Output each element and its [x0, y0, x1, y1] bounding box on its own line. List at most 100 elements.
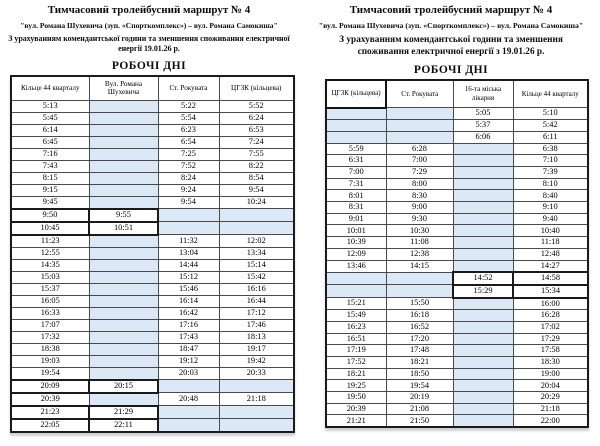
time-cell: 6:23 — [157, 123, 220, 137]
table-row: 11:23 11:32 12:02 — [10, 234, 295, 248]
no-service-cell — [325, 271, 387, 286]
no-service-cell — [88, 392, 159, 407]
time-cell: 8:31 — [325, 201, 387, 214]
table-row: 8:31 9:00 9:10 — [325, 201, 589, 214]
time-cell: 16:18 — [385, 309, 454, 322]
time-cell: 9:00 — [385, 201, 454, 214]
time-cell: 8:22 — [218, 159, 295, 173]
time-cell: 6:28 — [385, 142, 454, 156]
time-cell: 5:22 — [157, 99, 220, 113]
timetable-header: ЦГЗК (кільцева) Ст. Рокувата 16-та міська … — [325, 78, 589, 109]
no-service-cell — [325, 284, 387, 299]
time-cell: 12:55 — [10, 246, 90, 260]
no-service-cell — [452, 212, 514, 226]
time-cell: 15:12 — [157, 270, 220, 284]
timetable-outbound: Кільце 44 кварталу Вул. Романа Шухевича Ст… — [10, 74, 295, 433]
table-row: 9:50 9:55 — [10, 207, 295, 223]
no-service-cell — [452, 402, 514, 416]
time-cell: 16:14 — [157, 294, 220, 308]
table-row: 6:31 7:00 7:10 — [325, 154, 589, 168]
no-service-cell — [157, 379, 220, 394]
time-cell: 21:21 — [325, 414, 387, 428]
time-cell: 20:09 — [10, 378, 90, 394]
no-service-cell — [218, 418, 295, 433]
table-row: 5:37 5:42 — [325, 119, 589, 132]
time-cell: 15:50 — [385, 297, 454, 311]
time-cell: 16:16 — [218, 282, 295, 296]
time-cell: 16:05 — [10, 294, 90, 308]
table-row: 18:21 18:50 19:00 — [325, 367, 589, 381]
time-cell: 7:52 — [157, 159, 220, 173]
time-cell: 5:37 — [452, 119, 514, 132]
table-row: 17:52 18:21 18:30 — [325, 356, 589, 369]
time-cell: 8:10 — [512, 177, 589, 191]
table-row: 6:06 6:11 — [325, 130, 589, 144]
time-cell: 15:29 — [452, 283, 514, 299]
schedule-page-return: Тимчасовий тролейбусний маршрут № 4 "вул… — [303, 0, 599, 429]
no-service-cell — [88, 354, 159, 368]
time-cell: 9:30 — [385, 212, 454, 226]
time-cell: 6:31 — [325, 154, 387, 168]
no-service-cell — [385, 130, 454, 144]
no-service-cell — [325, 107, 387, 121]
time-cell: 13:34 — [218, 246, 295, 260]
no-service-cell — [452, 367, 514, 381]
table-row: 17:19 17:48 17:58 — [325, 344, 589, 358]
no-service-cell — [157, 405, 220, 420]
column-header: Кільце 44 кварталу — [10, 75, 90, 101]
time-cell: 9:54 — [157, 195, 220, 210]
table-row: 7:00 7:29 7:39 — [325, 166, 589, 179]
time-cell: 18:38 — [10, 342, 90, 356]
table-row: 17:32 17:43 18:13 — [10, 330, 295, 344]
time-cell: 14:52 — [452, 271, 514, 286]
time-cell: 15:21 — [325, 297, 387, 311]
no-service-cell — [452, 189, 514, 203]
time-cell: 16:33 — [10, 306, 90, 320]
table-row: 20:39 21:08 21:18 — [325, 402, 589, 416]
time-cell: 16:51 — [325, 332, 387, 346]
no-service-cell — [325, 119, 387, 132]
time-cell: 15:42 — [218, 270, 295, 284]
table-row: 10:45 10:51 — [10, 220, 295, 236]
time-cell: 6:53 — [218, 123, 295, 137]
table-row: 9:01 9:30 9:40 — [325, 212, 589, 226]
time-cell: 5:52 — [218, 99, 295, 113]
header-row: Кільце 44 кварталу Вул. Романа Шухевича Ст… — [10, 75, 295, 101]
table-row: 9:45 9:54 10:24 — [10, 195, 295, 210]
time-cell: 14:15 — [385, 259, 454, 273]
time-cell: 17:07 — [10, 318, 90, 332]
table-row: 16:23 16:52 17:02 — [325, 320, 589, 334]
time-cell: 7:39 — [512, 166, 589, 179]
schedule-page-outbound: Тимчасовий тролейбусний маршрут № 4 "вул… — [1, 0, 297, 433]
no-service-cell — [88, 294, 159, 308]
no-service-cell — [88, 258, 159, 272]
time-cell: 17:02 — [512, 320, 589, 334]
time-cell: 19:54 — [385, 379, 454, 393]
page-title: Тимчасовий тролейбусний маршрут № 4 — [349, 4, 553, 16]
time-cell: 20:33 — [218, 366, 295, 381]
table-row: 19:50 20:19 20:29 — [325, 391, 589, 404]
no-service-cell — [88, 147, 159, 161]
time-cell: 19:03 — [10, 354, 90, 368]
table-row: 15:21 15:50 16:00 — [325, 297, 589, 311]
table-row: 10:01 10:30 10:40 — [325, 224, 589, 238]
column-header: Вул. Романа Шухевича — [88, 75, 159, 101]
time-cell: 14:44 — [157, 258, 220, 272]
table-row: 13:46 14:15 14:27 — [325, 259, 589, 273]
time-cell: 5:54 — [157, 111, 220, 125]
time-cell: 21:23 — [10, 404, 90, 420]
column-header: ЦГЗК (кільцева) — [325, 78, 387, 109]
time-cell: 11:32 — [157, 234, 220, 248]
time-cell: 9:01 — [325, 212, 387, 226]
table-row: 10:39 11:08 11:18 — [325, 236, 589, 249]
no-service-cell — [325, 130, 387, 144]
time-cell: 7:10 — [512, 154, 589, 168]
time-cell: 18:21 — [325, 367, 387, 381]
page-title: Тимчасовий тролейбусний маршрут № 4 — [47, 4, 251, 16]
table-row: 21:21 21:50 22:00 — [325, 414, 589, 428]
time-cell: 22:11 — [88, 417, 159, 433]
no-service-cell — [218, 405, 295, 420]
time-cell: 7:55 — [218, 147, 295, 161]
no-service-cell — [452, 236, 514, 249]
time-cell: 8:24 — [157, 171, 220, 185]
